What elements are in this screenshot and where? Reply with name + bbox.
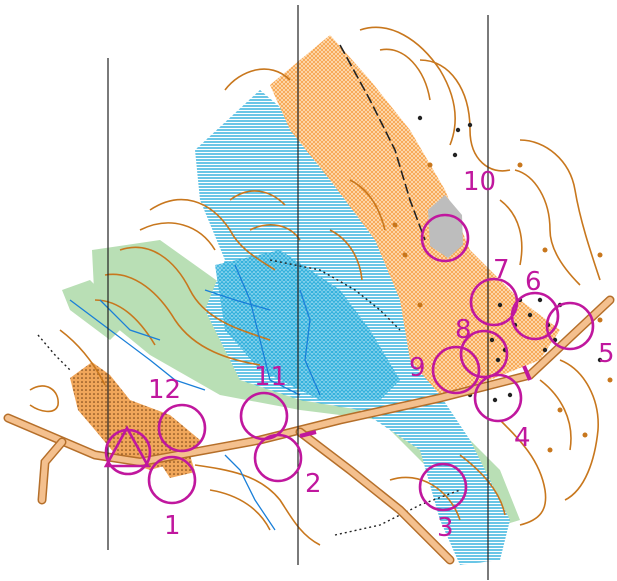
control-number-1: 1 [164,511,181,541]
vegetation-strip [62,280,130,340]
control-number-7: 7 [493,255,510,285]
start-triangle [103,425,151,468]
control-number-3: 3 [437,513,454,543]
spur-road [39,439,65,503]
sandy-area [70,362,200,470]
control-1-circle[interactable] [147,455,197,505]
control-number-8: 8 [455,315,472,345]
knolls [392,162,613,453]
control-numbers: 1 2 3 4 5 6 7 8 9 10 11 12 [148,167,615,543]
control-number-10: 10 [463,167,496,197]
footpath [269,259,401,331]
control-3-circle[interactable] [418,462,468,512]
control-4-circle[interactable] [473,373,523,423]
control-number-9: 9 [409,353,426,383]
crossing-point [522,365,532,381]
control-number-6: 6 [525,267,542,297]
course-overprint [103,213,595,512]
control-number-5: 5 [598,339,615,369]
start-circle [104,428,152,476]
control-2-circle[interactable] [253,433,303,483]
map-terrain [3,5,615,580]
control-11-circle[interactable] [239,391,289,441]
control-10-circle[interactable] [420,213,470,263]
crossing-point [299,430,317,438]
side-road [297,429,453,563]
vehicle-track [339,44,426,241]
control-number-4: 4 [514,423,531,453]
dense-marsh [215,250,400,400]
footpath-west [37,334,71,371]
control-5-circle[interactable] [545,301,595,351]
control-number-2: 2 [305,469,322,499]
contour-lines [29,26,601,546]
control-8-circle[interactable] [459,329,509,379]
control-12-circle[interactable] [157,403,207,453]
control-number-12: 12 [148,375,181,405]
control-7-circle[interactable] [469,277,519,327]
control-9-circle[interactable] [431,345,481,395]
streams [69,264,321,531]
control-number-11: 11 [254,362,287,392]
bare-rock [428,195,463,258]
rough-open-dark [300,60,440,290]
